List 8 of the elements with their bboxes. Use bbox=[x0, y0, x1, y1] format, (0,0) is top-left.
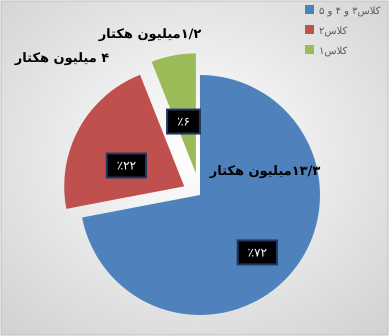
legend-label: کلاس۱ bbox=[319, 46, 348, 57]
data-label: ٪۲۲ bbox=[116, 158, 136, 173]
legend-label: کلاس۲ bbox=[319, 26, 348, 37]
data-label: ٪۶ bbox=[177, 114, 190, 129]
legend-label: کلاس۳ و ۴ و ۵ bbox=[319, 6, 381, 17]
data-label: ٪۷۲ bbox=[248, 245, 267, 260]
text: ۴ میلیون هکتار bbox=[14, 51, 110, 66]
text: ۱/۲میلیون هکتار bbox=[98, 27, 202, 42]
